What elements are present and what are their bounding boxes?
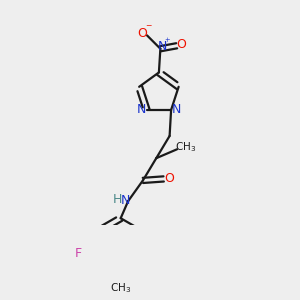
Text: N: N xyxy=(137,103,146,116)
Text: CH$_3$: CH$_3$ xyxy=(175,140,196,154)
Text: $^{-}$: $^{-}$ xyxy=(146,24,153,34)
Text: F: F xyxy=(75,247,82,260)
Text: O: O xyxy=(176,38,186,51)
Text: H: H xyxy=(113,193,122,206)
Text: CH$_3$: CH$_3$ xyxy=(110,281,131,295)
Text: N: N xyxy=(158,40,167,53)
Text: O: O xyxy=(164,172,174,185)
Text: $^{+}$: $^{+}$ xyxy=(164,37,171,47)
Text: O: O xyxy=(138,27,148,40)
Text: N: N xyxy=(172,103,181,116)
Text: N: N xyxy=(121,194,130,207)
